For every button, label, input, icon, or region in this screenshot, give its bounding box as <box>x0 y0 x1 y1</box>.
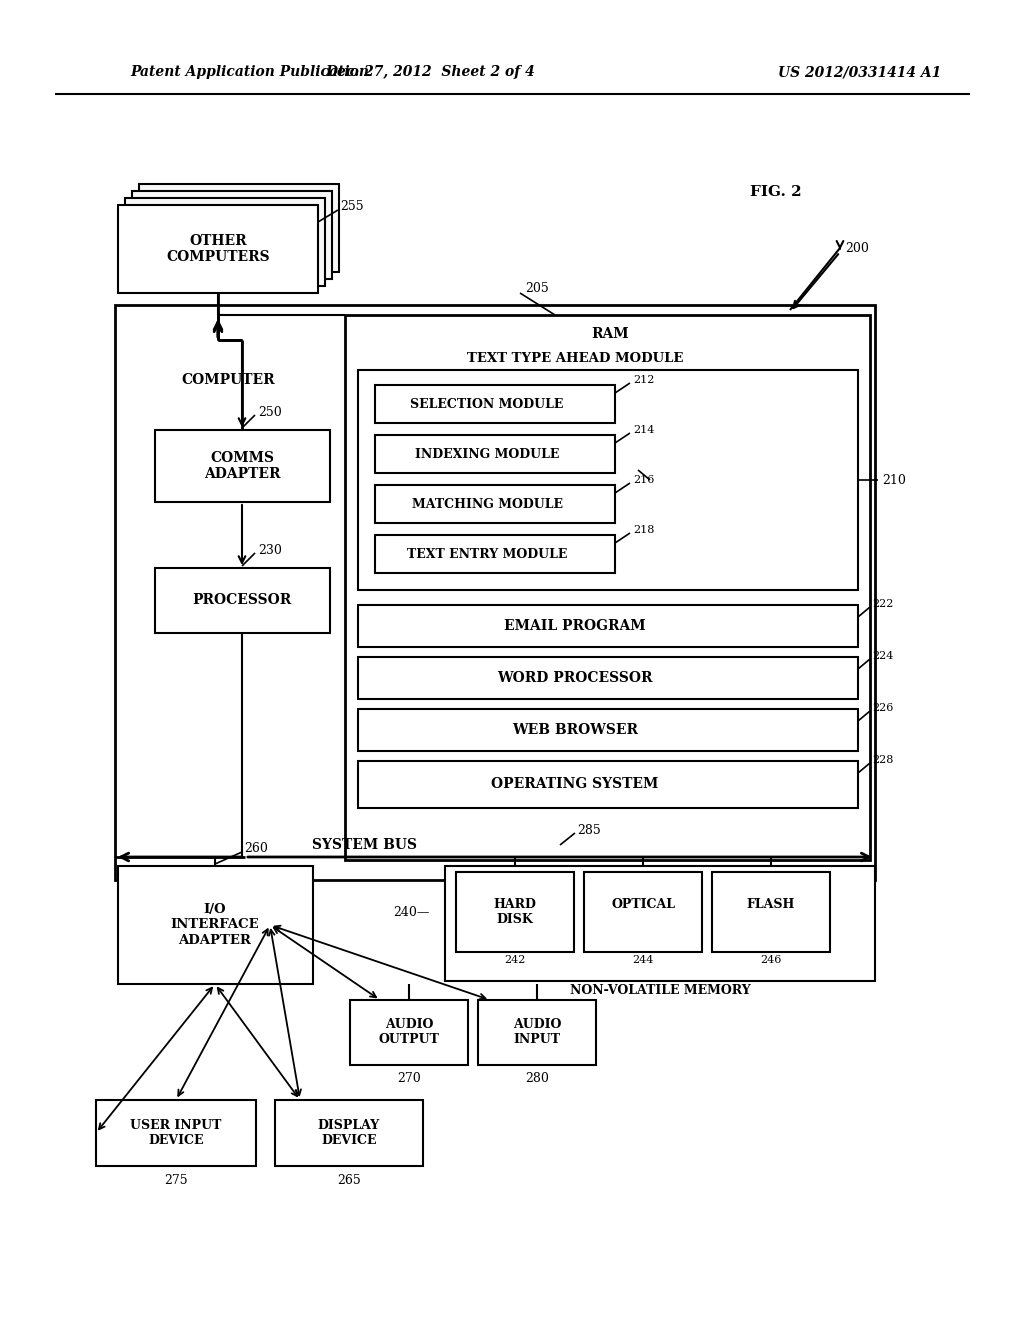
Bar <box>358 370 858 590</box>
Text: USER INPUT
DEVICE: USER INPUT DEVICE <box>130 1119 221 1147</box>
Text: 212: 212 <box>633 375 654 385</box>
Text: I/O
INTERFACE
ADAPTER: I/O INTERFACE ADAPTER <box>171 903 259 946</box>
Text: US 2012/0331414 A1: US 2012/0331414 A1 <box>778 65 942 79</box>
Text: HARD
DISK: HARD DISK <box>494 898 537 927</box>
Text: AUDIO
OUTPUT: AUDIO OUTPUT <box>379 1018 439 1045</box>
Text: PROCESSOR: PROCESSOR <box>193 593 292 607</box>
Text: 230: 230 <box>258 544 282 557</box>
Text: INDEXING MODULE: INDEXING MODULE <box>415 447 559 461</box>
Bar <box>350 1001 468 1065</box>
Bar <box>456 873 574 952</box>
Text: 275: 275 <box>164 1173 187 1187</box>
Text: OPTICAL: OPTICAL <box>611 899 675 912</box>
Bar <box>375 484 615 523</box>
Text: 228: 228 <box>872 755 893 766</box>
Text: Patent Application Publication: Patent Application Publication <box>130 65 369 79</box>
Text: Dec. 27, 2012  Sheet 2 of 4: Dec. 27, 2012 Sheet 2 of 4 <box>326 65 535 79</box>
Text: 214: 214 <box>633 425 654 436</box>
Bar <box>118 205 318 293</box>
Text: 285: 285 <box>577 824 601 837</box>
Text: 260: 260 <box>244 842 268 855</box>
Text: FIG. 2: FIG. 2 <box>750 185 802 199</box>
Text: 265: 265 <box>337 1173 360 1187</box>
Text: 242: 242 <box>504 954 525 965</box>
Text: 240—: 240— <box>393 906 430 919</box>
Bar <box>345 315 870 861</box>
Bar <box>358 605 858 647</box>
Text: 226: 226 <box>872 704 893 713</box>
Text: 246: 246 <box>760 954 781 965</box>
Bar <box>712 873 830 952</box>
Bar <box>155 430 330 502</box>
Bar <box>375 535 615 573</box>
Text: OTHER
COMPUTERS: OTHER COMPUTERS <box>166 234 269 264</box>
Bar <box>358 762 858 808</box>
Text: FLASH: FLASH <box>746 899 796 912</box>
Bar <box>275 1100 423 1166</box>
Bar <box>132 191 332 279</box>
Text: SELECTION MODULE: SELECTION MODULE <box>411 397 563 411</box>
Text: 200: 200 <box>845 242 869 255</box>
Text: 244: 244 <box>632 954 653 965</box>
Text: WEB BROWSER: WEB BROWSER <box>512 723 638 737</box>
Bar <box>155 568 330 634</box>
Text: MATCHING MODULE: MATCHING MODULE <box>412 498 562 511</box>
Text: 250: 250 <box>258 405 282 418</box>
Text: TEXT ENTRY MODULE: TEXT ENTRY MODULE <box>407 548 567 561</box>
Text: OPERATING SYSTEM: OPERATING SYSTEM <box>492 777 658 791</box>
Bar <box>375 385 615 422</box>
Bar <box>125 198 325 286</box>
Text: DISPLAY
DEVICE: DISPLAY DEVICE <box>317 1119 380 1147</box>
Bar <box>118 866 313 983</box>
Bar <box>584 873 702 952</box>
Text: 222: 222 <box>872 599 893 609</box>
Text: NON-VOLATILE MEMORY: NON-VOLATILE MEMORY <box>569 983 751 997</box>
Text: 280: 280 <box>525 1072 549 1085</box>
Text: WORD PROCESSOR: WORD PROCESSOR <box>498 671 652 685</box>
Text: COMMS
ADAPTER: COMMS ADAPTER <box>204 451 281 480</box>
Text: 255: 255 <box>340 201 364 214</box>
Text: 224: 224 <box>872 651 893 661</box>
Bar <box>478 1001 596 1065</box>
Text: RAM: RAM <box>591 327 629 341</box>
Bar <box>139 183 339 272</box>
Bar <box>358 709 858 751</box>
Bar <box>358 657 858 700</box>
Text: 218: 218 <box>633 525 654 535</box>
Text: COMPUTER: COMPUTER <box>181 374 274 387</box>
Text: 270: 270 <box>397 1072 421 1085</box>
Bar <box>445 866 874 981</box>
Text: AUDIO
INPUT: AUDIO INPUT <box>513 1018 561 1045</box>
Bar <box>96 1100 256 1166</box>
Text: 216: 216 <box>633 475 654 484</box>
Text: 210: 210 <box>882 474 906 487</box>
Text: 205: 205 <box>525 281 549 294</box>
Text: TEXT TYPE AHEAD MODULE: TEXT TYPE AHEAD MODULE <box>467 351 683 364</box>
Bar <box>375 436 615 473</box>
Bar <box>115 305 874 880</box>
Text: SYSTEM BUS: SYSTEM BUS <box>312 838 418 851</box>
Text: EMAIL PROGRAM: EMAIL PROGRAM <box>504 619 646 634</box>
